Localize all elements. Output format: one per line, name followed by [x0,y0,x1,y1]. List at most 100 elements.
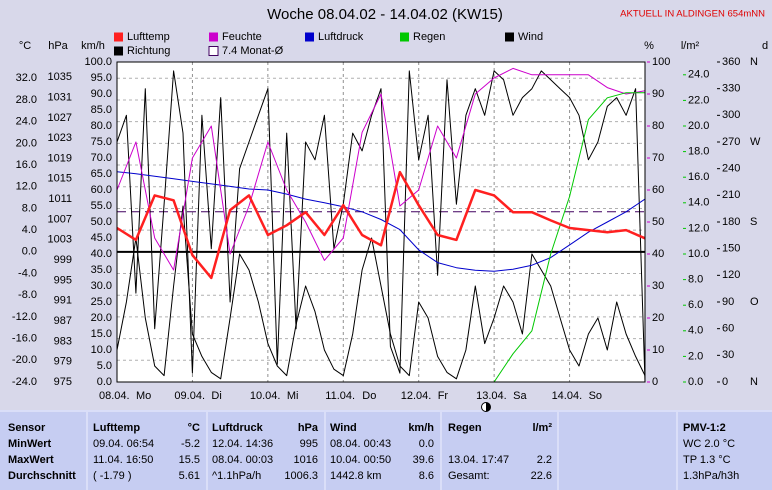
y-tick-label: 240 [722,163,740,175]
table-cell: 8.6 [419,470,434,482]
table-cell: Luftdruck [212,422,264,434]
compass-label: N [750,56,758,68]
y-tick-label: 1007 [48,213,72,225]
y-tick-label: 80.0 [91,120,112,132]
table-cell: 13.04. 17:47 [448,454,509,466]
y-tick-label: 95.0 [91,72,112,84]
axis-title: d [762,40,768,52]
y-tick-label: 60.0 [91,184,112,196]
legend-swatch [505,32,514,42]
y-tick-label: -12.0 [12,311,37,323]
y-tick-label: 16.0 [16,159,37,171]
y-tick-label: 30.0 [91,280,112,292]
y-tick-label: 360 [722,56,740,68]
y-tick-label: 20.0 [16,137,37,149]
table-cell: ( -1.79 ) [93,470,132,482]
y-tick-label: -24.0 [12,376,37,388]
table-cell: 2.2 [537,454,552,466]
y-tick-label: 1023 [48,132,72,144]
y-tick-label: 20.0 [688,120,709,132]
x-weekday-label: Do [362,390,376,402]
y-tick-label: 100 [652,56,670,68]
y-tick-label: 35.0 [91,264,112,276]
y-tick-label: 30 [652,280,664,292]
y-tick-label: 0 [722,376,728,388]
table-cell: 1.3hPa/h3h [683,470,739,482]
series-line [493,92,645,383]
x-tick-label: 11.04. [325,390,355,402]
y-tick-label: 0.0 [688,376,703,388]
table-cell: 5.61 [179,470,200,482]
y-tick-label: 1003 [48,234,72,246]
y-tick-label: 1019 [48,152,72,164]
legend-label: Luftdruck [318,31,364,43]
y-tick-label: 6.0 [688,299,703,311]
y-tick-label: 0.0 [22,246,37,258]
x-tick-label: 09.04. [174,390,205,402]
y-tick-label: 70.0 [91,152,112,164]
table-cell: TP 1.3 °C [683,454,731,466]
table-cell: 11.04. 16:50 [93,454,153,466]
plot-border [116,61,646,383]
series-line [116,171,646,272]
y-tick-label: 210 [722,189,740,201]
axis-title: hPa [48,40,68,52]
y-tick-label: 1035 [48,71,72,83]
y-tick-label: 45.0 [91,232,112,244]
legend-swatch [208,46,219,56]
y-tick-label: 1027 [48,112,72,124]
axis-title: % [644,40,654,52]
notice: AKTUELL IN ALDINGEN 654mNN [620,9,765,20]
y-tick-label: 22.0 [688,94,709,106]
table-cell: Gesamt: [448,470,490,482]
y-tick-label: 10.0 [91,344,112,356]
y-tick-label: 180 [722,216,740,228]
y-tick-label: 14.0 [688,197,709,209]
table-cell: 15.5 [179,454,200,466]
y-tick-label: 987 [54,315,72,327]
y-tick-label: 28.0 [16,94,37,106]
y-tick-label: 40 [652,248,664,260]
axis-title: km/h [81,40,105,52]
table-background [0,410,772,490]
x-weekday-label: Sa [513,390,527,402]
y-tick-label: 24.0 [16,116,37,128]
compass-label: O [750,296,759,308]
y-tick-label: 8.0 [688,274,703,286]
y-tick-label: 55.0 [91,200,112,212]
y-tick-label: 1031 [48,91,72,103]
y-tick-label: 50 [652,216,664,228]
y-tick-label: 15.0 [91,328,112,340]
series-line [116,170,646,280]
x-tick-label: 13.04. [476,390,507,402]
plot-area [117,62,645,382]
table-cell: 1006.3 [284,470,318,482]
table-cell: 10.04. 00:50 [330,454,391,466]
y-tick-label: 1011 [48,193,72,205]
y-tick-label: 999 [54,254,72,266]
y-tick-label: 4.0 [688,325,703,337]
y-tick-label: 2.0 [688,350,703,362]
y-tick-label: 270 [722,136,740,148]
legend-swatch [400,32,409,42]
table-cell: 22.6 [531,470,552,482]
table-cell: 995 [300,438,318,450]
legend-swatch [114,46,123,56]
y-tick-label: 60 [722,323,734,335]
legend-label: Feuchte [222,31,262,43]
x-tick-label: 10.04. [250,390,281,402]
y-tick-label: -8.0 [18,289,37,301]
table-cell: 09.04. 06:54 [93,438,154,450]
table-cell: PMV-1:2 [683,422,726,434]
y-tick-label: 5.0 [97,360,112,372]
table-cell: 12.04. 14:36 [212,438,273,450]
y-tick-label: 20 [652,312,664,324]
table-cell: WC 2.0 °C [683,438,735,450]
table-cell: Wind [330,422,357,434]
y-tick-label: 16.0 [688,171,709,183]
y-tick-label: 30 [722,349,734,361]
x-tick-label: 12.04. [401,390,432,402]
y-tick-label: 32.0 [16,72,37,84]
y-tick-label: -16.0 [12,333,37,345]
